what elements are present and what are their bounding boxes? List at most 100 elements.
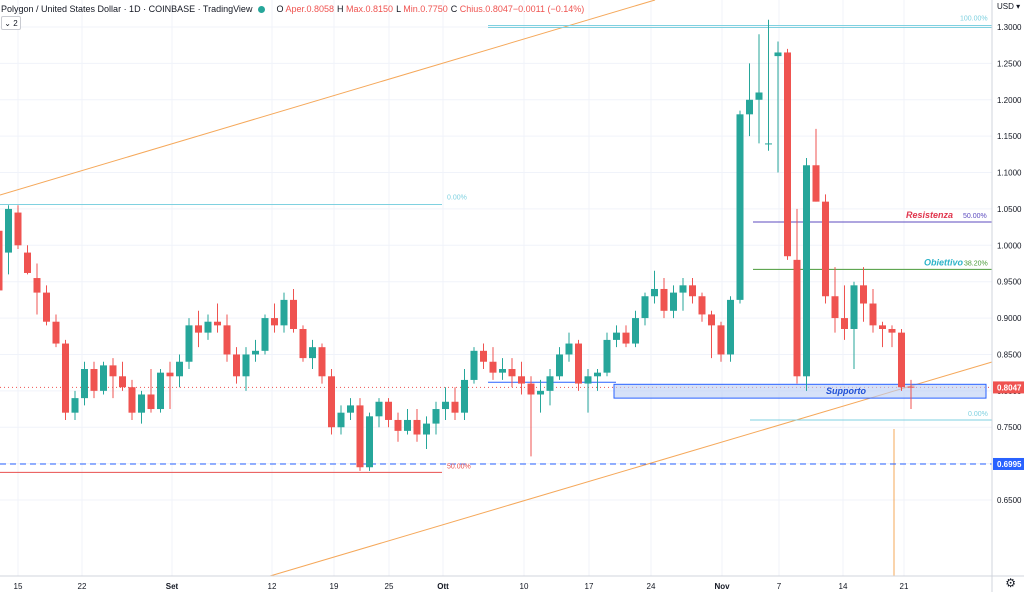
candle-body — [5, 208, 12, 253]
candle-body — [603, 339, 611, 373]
y-axis[interactable]: USD ▾ 1.3000 1.2500 1.2000 1.1500 1.1000 1.050… — [992, 0, 1024, 576]
candle-body — [850, 285, 858, 329]
candle-body — [708, 314, 715, 326]
y-tick-label: 0.6500 — [997, 496, 1022, 505]
candle-body — [812, 165, 820, 202]
candle-body — [309, 347, 316, 359]
candle-body — [147, 394, 155, 410]
upper-trendline — [0, 0, 656, 196]
candle-body — [223, 325, 231, 355]
candle-body — [385, 401, 392, 420]
candle-body — [100, 365, 107, 391]
candle-body — [299, 328, 307, 359]
candle-body — [52, 321, 60, 344]
candle-body — [632, 318, 639, 344]
candle-body — [404, 419, 411, 431]
candle-body — [109, 365, 117, 377]
candle-body — [461, 379, 468, 413]
candle-body — [746, 99, 753, 115]
candle-body — [413, 419, 421, 435]
candle-body — [660, 288, 668, 311]
candle-body — [860, 285, 867, 304]
collapse-legend-button[interactable]: ⌄ 2 — [1, 16, 21, 30]
level-label: 0.6995 — [997, 460, 1022, 469]
y-tick-label: 1.3000 — [997, 23, 1022, 32]
candle-body — [432, 409, 440, 424]
market-status-icon — [258, 5, 266, 13]
candle-body — [290, 299, 297, 329]
x-tick-label: 15 — [14, 582, 23, 591]
candle-body — [233, 354, 240, 377]
price-label-bg — [993, 381, 1024, 394]
settings-gear-icon[interactable]: ⚙ — [1005, 576, 1016, 590]
candle-body — [138, 394, 145, 413]
y-tick-label: 0.9500 — [997, 278, 1022, 287]
x-tick-label: 19 — [330, 582, 339, 591]
candle-body — [195, 325, 202, 333]
y-tick-label: 1.0000 — [997, 241, 1022, 250]
candle-body — [698, 296, 706, 315]
fib-left-50-label: 50.00% — [447, 463, 471, 470]
candle-body — [841, 318, 848, 329]
candle-body — [784, 52, 791, 257]
candle-body — [689, 285, 696, 297]
fib-top-100-label: 100.00% — [960, 16, 988, 23]
ohlc-o: O Aper.0.8058 — [276, 4, 335, 14]
candle-body — [793, 259, 801, 377]
candle-body — [318, 347, 326, 377]
candle-body — [366, 416, 373, 468]
candle-body — [81, 369, 88, 399]
ohlc-change: −0.0011 (−0.14%) — [512, 4, 585, 14]
candle-body — [556, 354, 563, 377]
ohlc-l: L Min.0.7750 — [396, 4, 448, 14]
y-tick-label: 0.8500 — [997, 350, 1022, 359]
candle-body — [451, 401, 459, 413]
fib-bottom-0-label: 0.00% — [968, 411, 988, 418]
candle-body — [24, 252, 31, 273]
fib-left-0-label: 0.00% — [447, 195, 467, 202]
candle-body — [888, 328, 896, 333]
y-tick-label: 1.1500 — [997, 132, 1022, 141]
candle-body — [214, 321, 221, 326]
candle-body — [470, 350, 478, 380]
candle-body — [442, 401, 449, 410]
level-label-bg — [993, 457, 1024, 470]
candle-body — [33, 278, 41, 293]
y-tick-label: 1.0500 — [997, 205, 1022, 214]
candle-body — [679, 285, 687, 293]
x-tick-label: 21 — [900, 582, 909, 591]
x-tick-label: 10 — [520, 582, 529, 591]
x-tick-label: 25 — [385, 582, 394, 591]
candle-body — [394, 419, 402, 431]
candle-body — [727, 299, 734, 355]
candle-body — [869, 303, 877, 326]
candle-body — [489, 361, 497, 373]
candle-body — [423, 423, 430, 435]
candle-body — [176, 361, 183, 377]
candle-body — [62, 343, 69, 413]
candle-body — [280, 299, 288, 326]
y-axis-bg — [992, 0, 1024, 576]
symbol-title[interactable]: Polygon / United States Dollar · 1D · CO… — [1, 4, 253, 14]
resistance-label: Resistenza — [906, 210, 953, 220]
candle-body — [480, 350, 487, 362]
candle-body — [527, 383, 535, 395]
x-tick-label: 24 — [647, 582, 656, 591]
candle-body — [613, 332, 620, 340]
y-tick-label: 0.7500 — [997, 423, 1022, 432]
annotations: 0.00% 50.00% 100.00% 0.00% Resistenza 50.00% O… — [447, 16, 988, 471]
candle-body — [565, 343, 573, 355]
currency-label: USD ▾ — [997, 2, 1020, 11]
candle-body — [822, 201, 829, 297]
candle-body — [0, 230, 3, 291]
candle-body — [242, 354, 250, 377]
candle-body — [907, 386, 915, 388]
grid — [0, 0, 992, 576]
candle-body — [499, 369, 506, 373]
candle-body — [670, 292, 677, 311]
y-tick-label: 0.9000 — [997, 314, 1022, 323]
y-tick-label: 1.1000 — [997, 169, 1022, 178]
candles — [0, 19, 915, 471]
